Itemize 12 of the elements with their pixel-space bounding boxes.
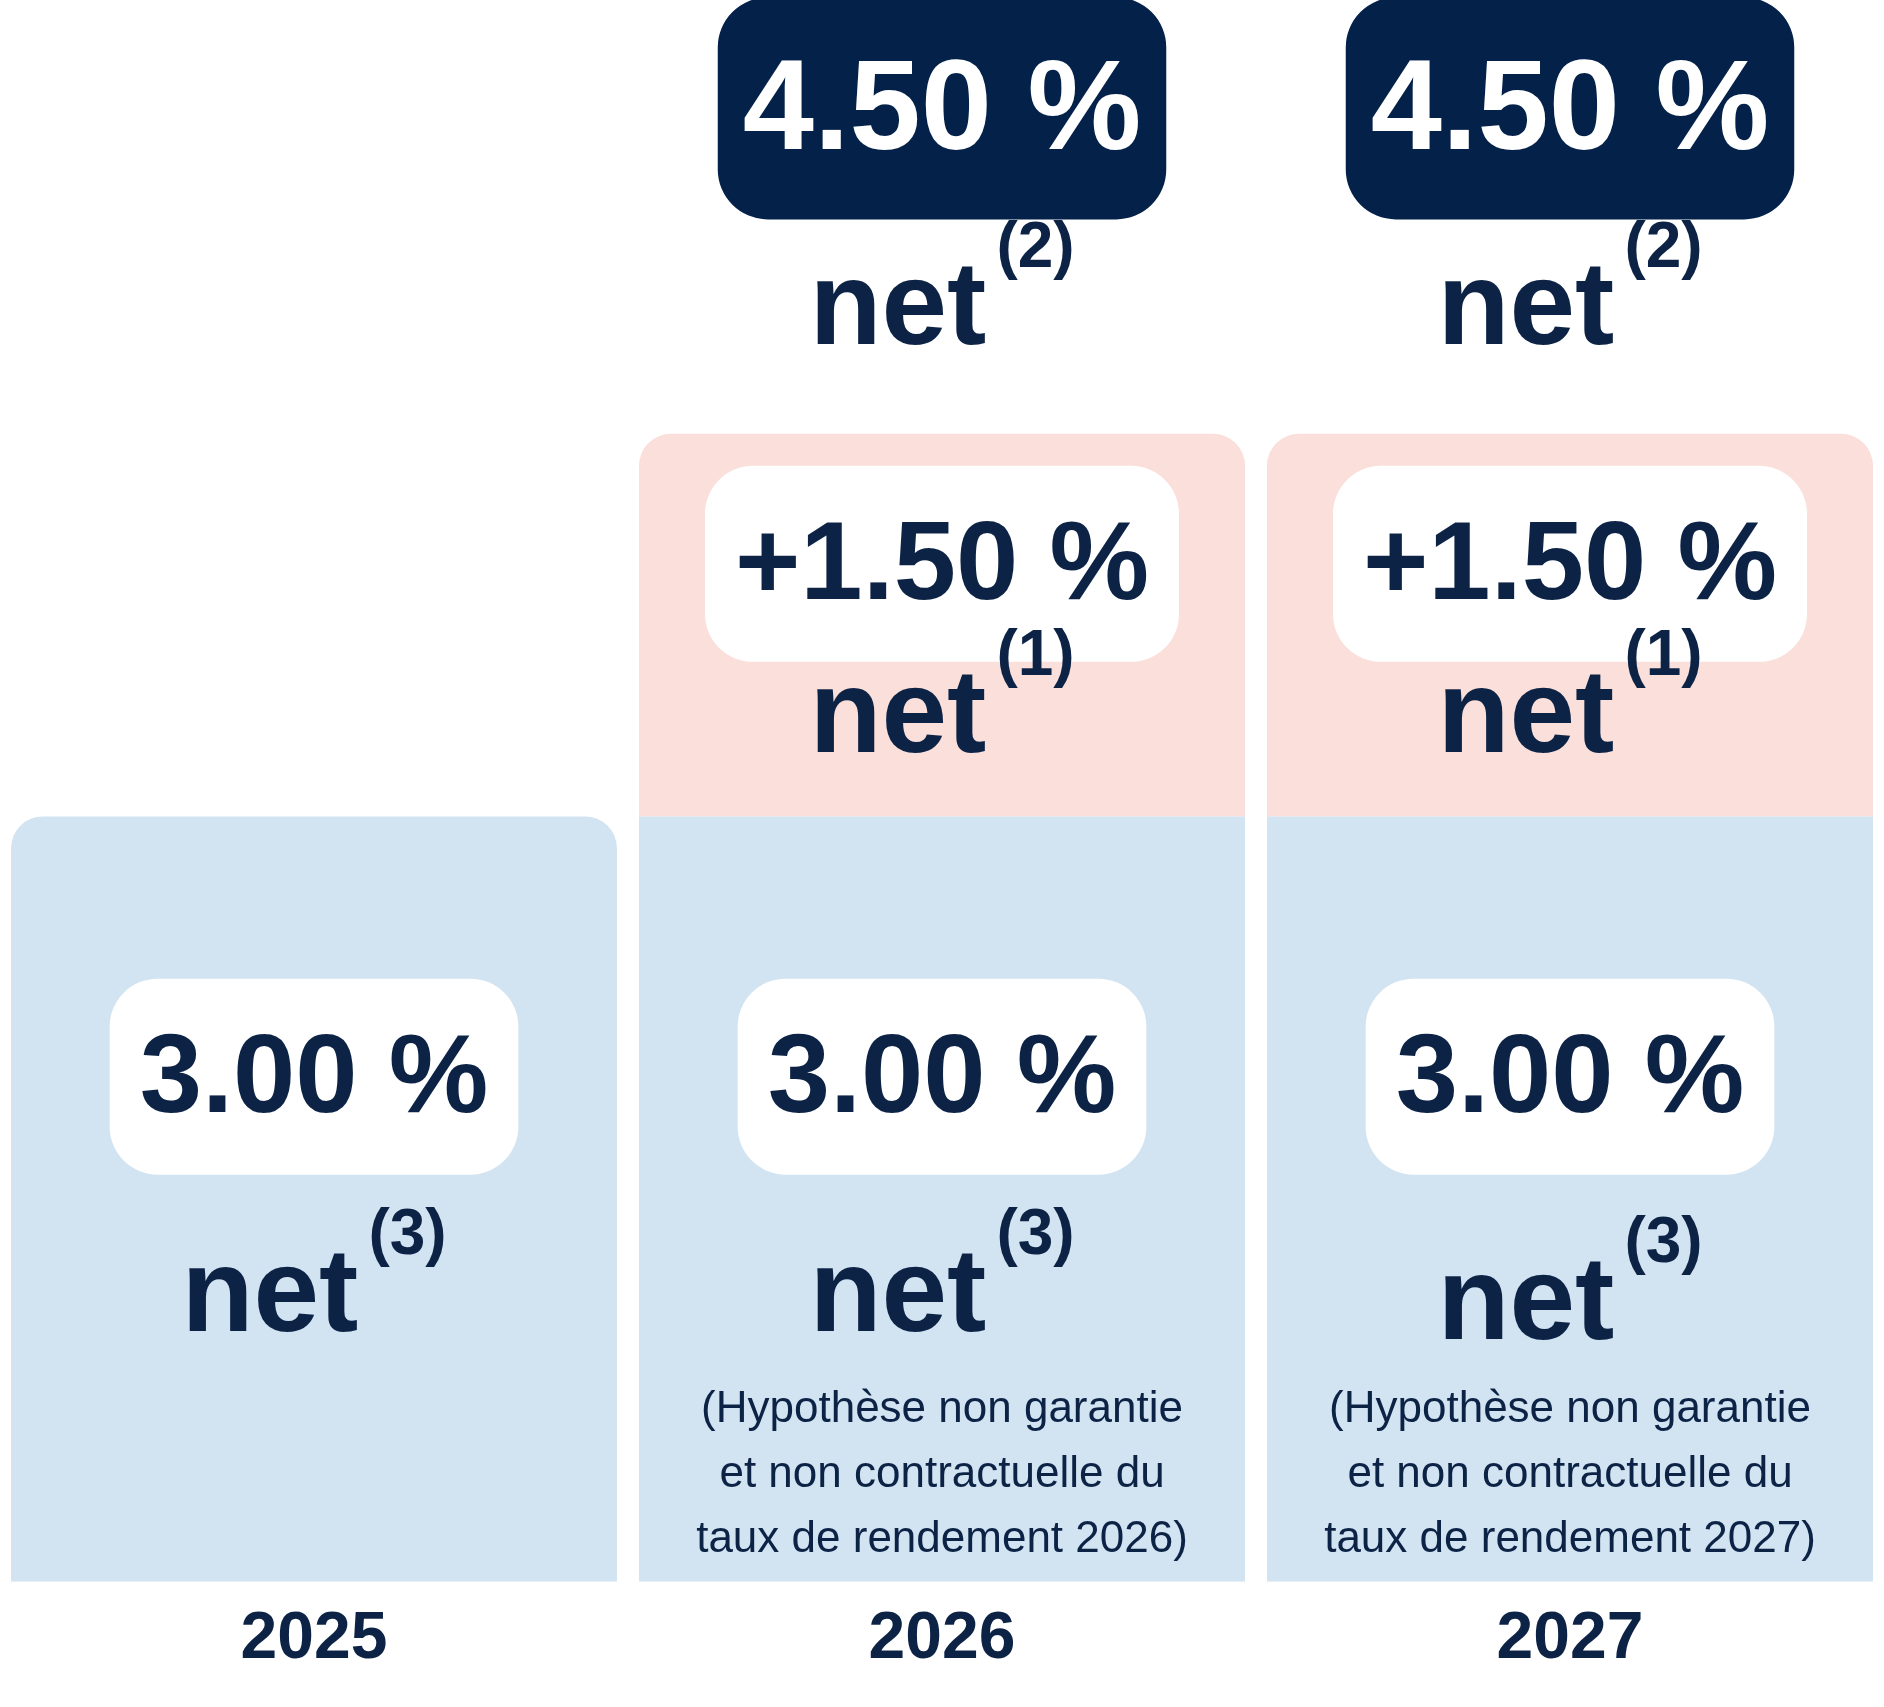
x-tick-label: 2026 [868, 1597, 1016, 1672]
total-label: 4.50 % [1370, 32, 1770, 176]
data-label: 3.00 % [1395, 1010, 1745, 1136]
x-tick-label: 2025 [240, 1597, 388, 1672]
annotation: (Hypothèse non garantie et non contractuelle du taux de rendement 2027) [1324, 1381, 1816, 1561]
total-label: 4.50 % [742, 32, 1142, 176]
data-label: 3.00 % [139, 1010, 489, 1136]
data-label: +1.50 % [1362, 497, 1778, 623]
annotation: (Hypothèse non garantie et non contractuelle du taux de rendement 2026) [696, 1381, 1188, 1561]
data-label: +1.50 % [734, 497, 1150, 623]
x-tick-label: 2027 [1496, 1597, 1644, 1672]
data-label: 3.00 % [767, 1010, 1117, 1136]
